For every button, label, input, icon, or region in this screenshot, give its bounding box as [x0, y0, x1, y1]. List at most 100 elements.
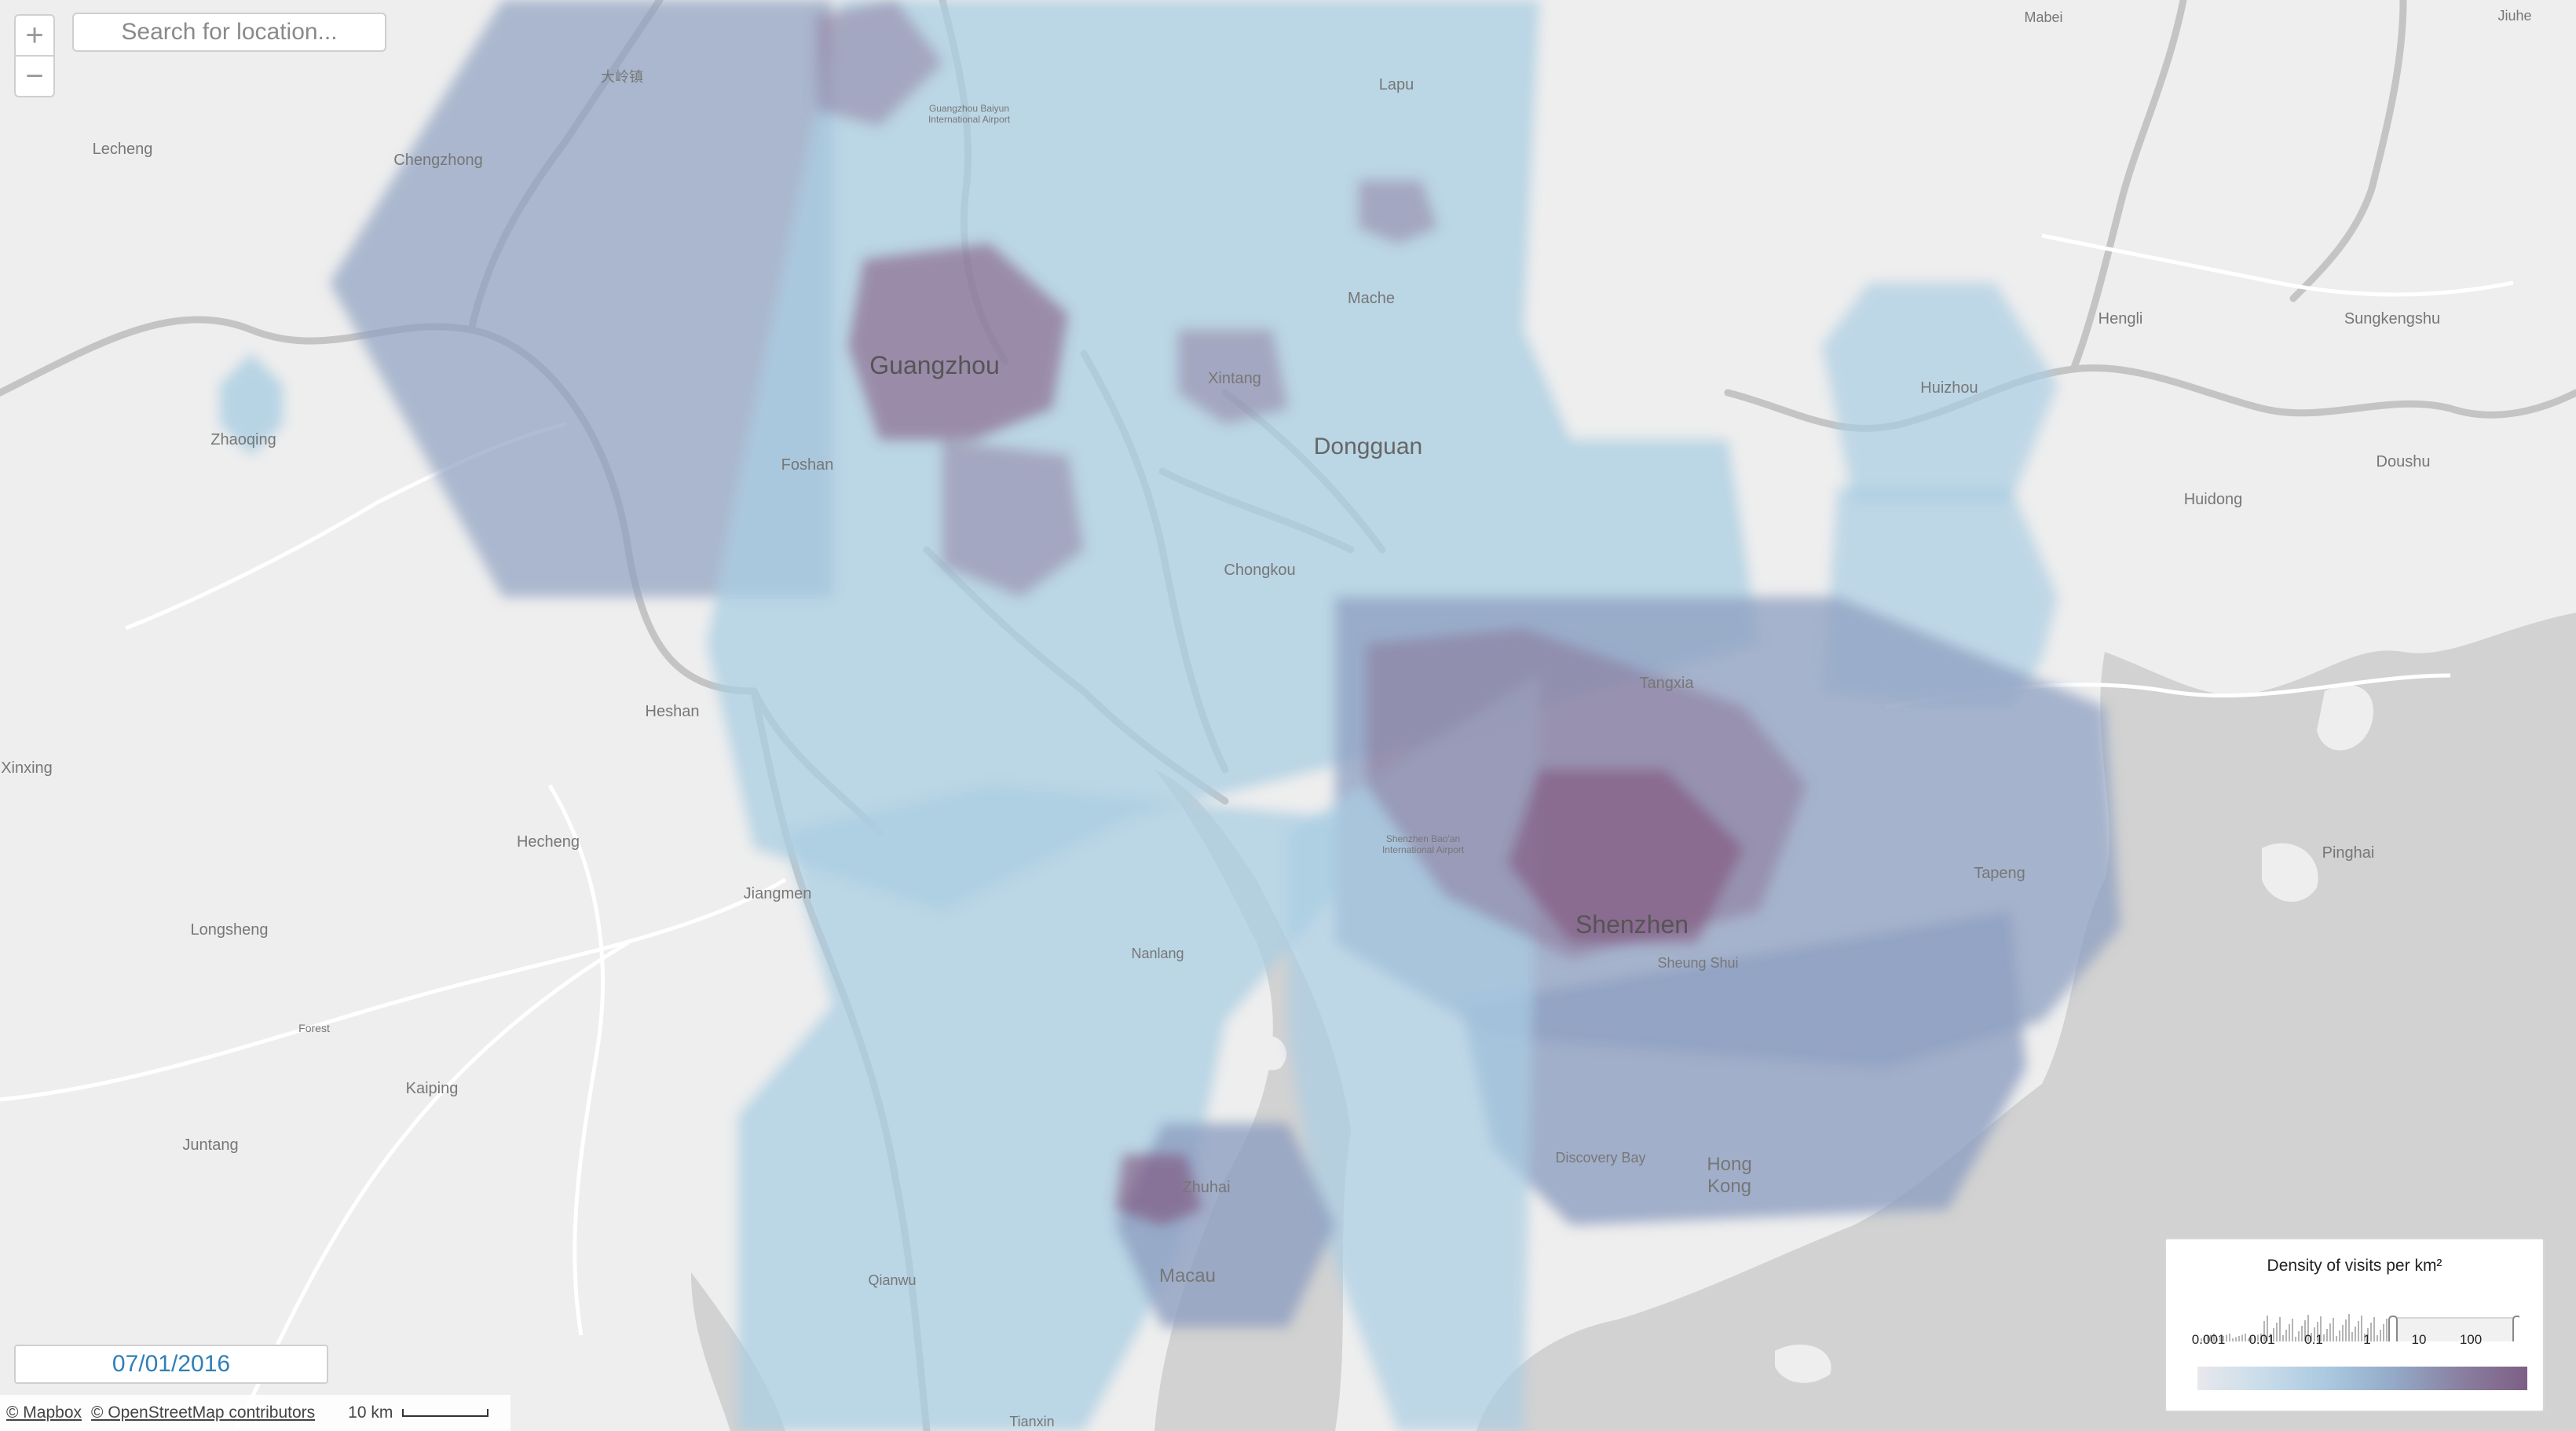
histogram-bar	[2267, 1316, 2268, 1341]
histogram-bar	[2257, 1334, 2259, 1341]
scale-bar: 10 km	[348, 1404, 489, 1422]
histogram-bar	[2254, 1336, 2256, 1341]
histogram-bar	[2342, 1325, 2344, 1341]
osm-link[interactable]: © OpenStreetMap contributors	[91, 1404, 316, 1422]
histogram-bar	[2226, 1334, 2227, 1341]
hotspot-zhuhai	[1115, 1155, 1202, 1225]
tick-2: 0.1	[2304, 1332, 2323, 1347]
hotspot-shenzhen-core	[1508, 770, 1744, 942]
density-color-scale	[2197, 1367, 2527, 1390]
histogram-bar	[2229, 1334, 2230, 1341]
location-search-input[interactable]	[72, 13, 386, 52]
islands	[1254, 685, 2373, 1383]
label-guangzhou-airport-2: International Airport	[928, 114, 1011, 125]
histogram-bar	[2336, 1336, 2337, 1341]
histogram-bar	[2263, 1321, 2265, 1341]
label-shenzhen-airport-2: International Airport	[1382, 844, 1465, 855]
density-hotspots	[817, 0, 1806, 1225]
range-handle-left[interactable]	[2388, 1316, 2398, 1341]
histogram-bar	[2329, 1323, 2331, 1341]
map-attribution: © Mapbox © OpenStreetMap contributors 10…	[0, 1395, 510, 1431]
label-hengli: Hengli	[2098, 310, 2143, 328]
density-legend: Density of visits per km² 0.001 0.01 0.1…	[2164, 1238, 2545, 1412]
histogram-bar	[2232, 1338, 2234, 1341]
label-dongguan: Dongguan	[1314, 434, 1422, 459]
hex-region-macau	[1115, 1123, 1335, 1327]
label-guangzhou: Guangzhou	[869, 351, 999, 379]
label-lapu: Lapu	[1379, 76, 1414, 93]
histogram-bar	[2364, 1334, 2366, 1341]
histogram-bar	[2301, 1326, 2303, 1341]
tick-0: 0.001	[2191, 1332, 2226, 1347]
label-zhaoqing: Zhaoqing	[210, 431, 276, 448]
histogram-bar	[2235, 1337, 2237, 1341]
hex-large-west	[330, 0, 832, 597]
histogram-bar	[2223, 1336, 2224, 1341]
hex-region-huizhou	[1822, 283, 2058, 503]
histogram-bar	[2270, 1334, 2271, 1341]
mapbox-link[interactable]: © Mapbox	[6, 1404, 82, 1422]
label-heshan: Heshan	[646, 703, 700, 720]
label-foshan: Foshan	[781, 456, 834, 474]
histogram-bar	[2238, 1336, 2240, 1341]
legend-tick-labels: 0.001 0.01 0.1 1 10 100	[2192, 1332, 2519, 1356]
histogram-bar	[2373, 1317, 2375, 1341]
zoom-out-button[interactable]: −	[25, 59, 44, 93]
histogram-bar	[2201, 1338, 2202, 1341]
histogram-bar	[2351, 1332, 2353, 1341]
label-huizhou: Huizhou	[1920, 379, 1978, 397]
label-pinghai: Pinghai	[2322, 844, 2375, 862]
histogram-bar	[2307, 1315, 2309, 1341]
tick-5: 100	[2459, 1332, 2483, 1347]
histogram-bar	[2279, 1317, 2281, 1341]
histogram-bar	[2304, 1320, 2306, 1341]
map-labels: Guangzhou Dongguan Shenzhen Hong Kong Ma…	[1, 8, 2531, 1429]
label-mache: Mache	[1348, 290, 1395, 307]
histogram-bar	[2314, 1327, 2315, 1341]
label-qianwu: Qianwu	[868, 1272, 916, 1288]
histogram-bar	[2207, 1336, 2208, 1341]
zoom-in-button[interactable]: +	[16, 16, 53, 57]
density-histogram[interactable]	[2197, 1286, 2519, 1341]
histogram-bar	[2377, 1335, 2378, 1341]
label-hong: Hong	[1707, 1154, 1751, 1175]
hotspot-xintang	[1178, 330, 1288, 424]
histogram-bar	[2367, 1328, 2369, 1341]
label-nanlang: Nanlang	[1131, 946, 1184, 961]
histogram-bar	[2298, 1331, 2300, 1341]
hotspot-guangzhou-north	[817, 0, 942, 126]
histogram-bar	[2282, 1335, 2284, 1341]
range-handle-right[interactable]	[2512, 1316, 2519, 1341]
histogram-bar	[2241, 1334, 2243, 1341]
label-chengzhong: Chengzhong	[393, 152, 482, 169]
label-kong: Kong	[1707, 1176, 1751, 1197]
histogram-bar	[2317, 1322, 2318, 1341]
hex-region-zhaoqing	[220, 353, 283, 456]
label-sungkengshu: Sungkengshu	[2344, 310, 2440, 328]
histogram-bar	[2292, 1319, 2293, 1341]
label-lecheng: Lecheng	[93, 141, 153, 158]
histogram-bar	[2370, 1323, 2372, 1341]
histogram-bar	[2216, 1338, 2218, 1341]
label-tangxia: Tangxia	[1640, 675, 1695, 692]
label-chongkou: Chongkou	[1224, 562, 1295, 579]
date-display[interactable]: 07/01/2016	[14, 1345, 328, 1384]
label-xinxing: Xinxing	[1, 759, 53, 777]
histogram-bar	[2320, 1316, 2322, 1341]
label-guangzhou-airport-1: Guangzhou Baiyun	[929, 103, 1009, 114]
scale-label: 10 km	[348, 1404, 393, 1422]
label-sheung-shui: Sheung Shui	[1657, 955, 1738, 971]
tick-4: 10	[2411, 1332, 2427, 1347]
label-jiangmen: Jiangmen	[744, 885, 812, 902]
histogram-bar	[2251, 1337, 2252, 1341]
hotspot-guangzhou-south	[942, 440, 1084, 597]
histogram-bar	[2323, 1334, 2325, 1341]
label-discovery-bay: Discovery Bay	[1555, 1150, 1645, 1166]
hotspot-guangzhou	[848, 243, 1068, 440]
histogram-bar	[2380, 1330, 2381, 1341]
histogram-bar	[2210, 1334, 2212, 1341]
label-zhuhai: Zhuhai	[1182, 1179, 1230, 1196]
histogram-bar	[2345, 1319, 2347, 1341]
label-tapeng: Tapeng	[1974, 865, 2025, 882]
